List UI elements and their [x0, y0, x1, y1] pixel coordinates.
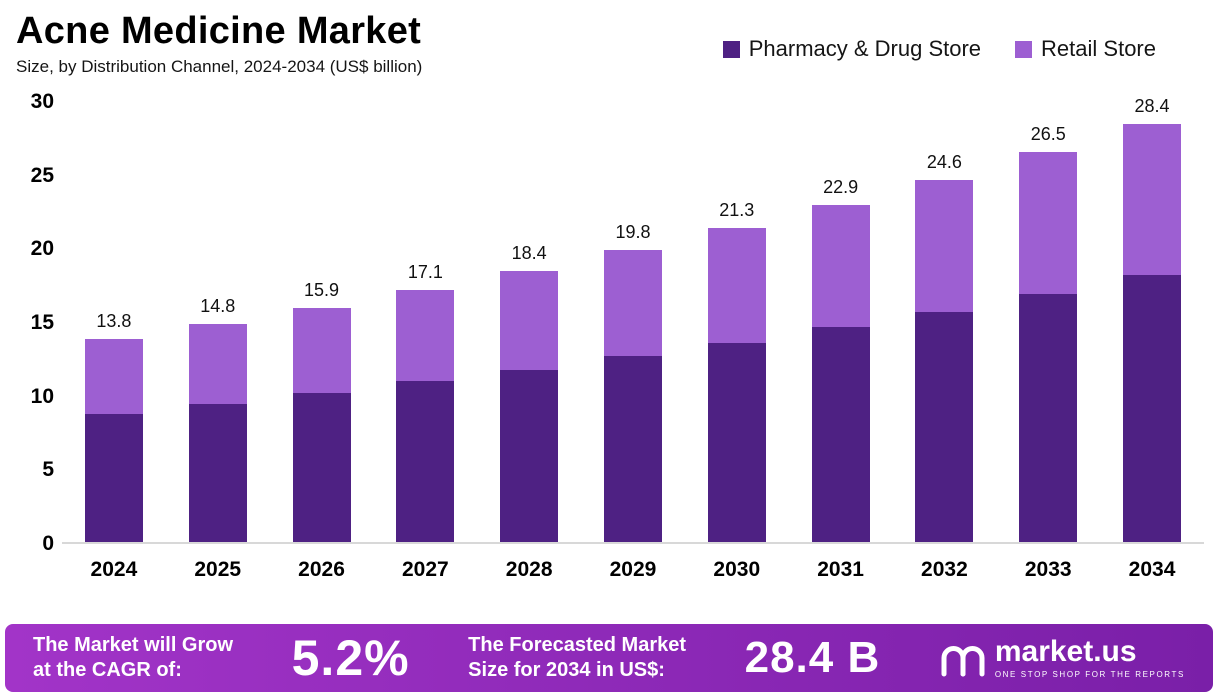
stacked-bar-chart: 0 5 10 15 20 25 30 13.8 14.8 15.9 17.1 18.4 19.8 21.…: [14, 90, 1204, 582]
bar-stack: [500, 270, 559, 542]
bar-segment-retail: [915, 179, 974, 313]
x-tick-label: 2024: [90, 558, 138, 581]
y-axis-labels: 0 5 10 15 20 25 30: [14, 90, 62, 555]
bar-column: 22.9: [789, 94, 893, 542]
brand-tagline: ONE STOP SHOP FOR THE REPORTS: [994, 670, 1185, 679]
bar-segment-pharmacy: [500, 369, 559, 542]
y-tick-label: 20: [30, 237, 54, 261]
y-tick-label: 10: [30, 384, 54, 408]
legend-item: Retail Store: [1015, 36, 1156, 62]
forecast-label: The Forecasted Market Size for 2034 in U…: [468, 634, 687, 681]
x-tick-label: 2030: [713, 558, 761, 581]
bar-column: 15.9: [270, 94, 374, 542]
bar-column: 28.4: [1100, 94, 1204, 542]
bar-segment-retail: [603, 250, 662, 357]
bar-stack: [84, 338, 143, 542]
bar-segment-retail: [188, 323, 247, 404]
bar-segment-pharmacy: [396, 381, 455, 542]
plot-area: 13.8 14.8 15.9 17.1 18.4 19.8 21.3 22.9 24.6 26.5…: [62, 94, 1204, 544]
bar-total-label: 22.9: [823, 176, 859, 197]
x-tick-label: 2032: [921, 558, 968, 581]
chart-header: Acne Medicine Market Size, by Distributi…: [16, 10, 422, 77]
bar-total-label: 21.3: [719, 200, 755, 221]
bar-segment-retail: [1123, 123, 1182, 276]
bar-stack: [915, 179, 974, 542]
bar-segment-retail: [396, 290, 455, 382]
bar-segment-pharmacy: [1019, 294, 1078, 542]
bar-segment-pharmacy: [707, 343, 766, 542]
x-tick-label: 2031: [817, 558, 864, 581]
bar-segment-pharmacy: [292, 393, 351, 542]
bar-total-label: 13.8: [96, 310, 132, 331]
bar-column: 18.4: [477, 94, 581, 542]
cagr-value: 5.2%: [291, 630, 410, 686]
y-tick-label: 0: [42, 532, 54, 555]
x-tick-label: 2028: [505, 558, 553, 581]
forecast-value: 28.4 B: [744, 633, 881, 682]
bar-total-label: 15.9: [304, 279, 340, 300]
bar-total-label: 17.1: [407, 262, 443, 283]
y-tick-label: 15: [30, 311, 54, 334]
x-tick-label: 2027: [401, 558, 449, 581]
marketus-logo-icon: [941, 646, 985, 677]
x-tick-label: 2034: [1128, 558, 1176, 581]
marketus-logo: market.us ONE STOP SHOP FOR THE REPORTS: [939, 637, 1185, 679]
bar-column: 24.6: [893, 94, 997, 542]
bar-stack: [188, 323, 247, 542]
x-axis-labels: 2024 2025 2026 2027 2028 2029 2030 2031 2032 2033…: [62, 558, 1204, 582]
legend-label: Pharmacy & Drug Store: [748, 36, 982, 61]
bar-segment-pharmacy: [603, 356, 662, 542]
bar-total-label: 18.4: [511, 242, 547, 263]
x-tick-label: 2033: [1024, 558, 1072, 581]
bar-segment-pharmacy: [1123, 275, 1182, 542]
bar-column: 26.5: [996, 94, 1100, 542]
x-tick-label: 2029: [609, 558, 657, 581]
footer-banner: The Market will Grow at the CAGR of: 5.2…: [5, 624, 1213, 692]
bar-total-label: 28.4: [1134, 95, 1170, 116]
bar-column: 13.8: [62, 94, 166, 542]
x-tick-label: 2026: [298, 558, 345, 581]
bar-total-label: 14.8: [200, 295, 236, 316]
bar-stack: [707, 228, 766, 542]
bar-segment-pharmacy: [915, 312, 974, 542]
bar-total-label: 19.8: [615, 222, 651, 243]
bar-stack: [1019, 151, 1078, 542]
marketus-logo-text: market.us ONE STOP SHOP FOR THE REPORTS: [995, 637, 1185, 679]
bar-segment-retail: [707, 228, 766, 344]
bar-column: 14.8: [166, 94, 270, 542]
y-tick-label: 5: [42, 458, 54, 482]
bar-total-label: 24.6: [926, 151, 962, 172]
bar-stack: [811, 204, 870, 542]
bar-segment-pharmacy: [811, 326, 870, 542]
bar-segment-retail: [84, 338, 143, 414]
page-title: Acne Medicine Market: [16, 10, 422, 52]
bar-stack: [603, 250, 662, 542]
bar-segment-pharmacy: [84, 413, 143, 542]
bar-column: 17.1: [373, 94, 477, 542]
bar-segment-retail: [292, 307, 351, 394]
bar-segment-retail: [1019, 151, 1078, 295]
legend-item: Pharmacy & Drug Store: [722, 36, 982, 62]
legend-swatch: [1015, 40, 1033, 58]
bar-column: 21.3: [685, 94, 789, 542]
legend-label: Retail Store: [1041, 36, 1156, 61]
bar-total-label: 26.5: [1030, 123, 1066, 144]
bar-column: 19.8: [581, 94, 685, 542]
legend: Pharmacy & Drug Store Retail Store: [722, 36, 1156, 62]
bar-stack: [1123, 123, 1182, 542]
bar-segment-pharmacy: [188, 403, 247, 542]
y-tick-label: 25: [30, 163, 54, 187]
bar-segment-retail: [500, 270, 559, 370]
bar-segment-retail: [811, 204, 870, 327]
x-tick-label: 2025: [194, 558, 242, 581]
y-tick-label: 30: [30, 90, 54, 113]
brand-name: market.us: [994, 635, 1137, 668]
page-subtitle: Size, by Distribution Channel, 2024-2034…: [16, 57, 423, 76]
bar-stack: [396, 290, 455, 542]
bar-stack: [292, 307, 351, 542]
legend-swatch: [722, 40, 740, 58]
cagr-label: The Market will Grow at the CAGR of:: [33, 634, 234, 681]
